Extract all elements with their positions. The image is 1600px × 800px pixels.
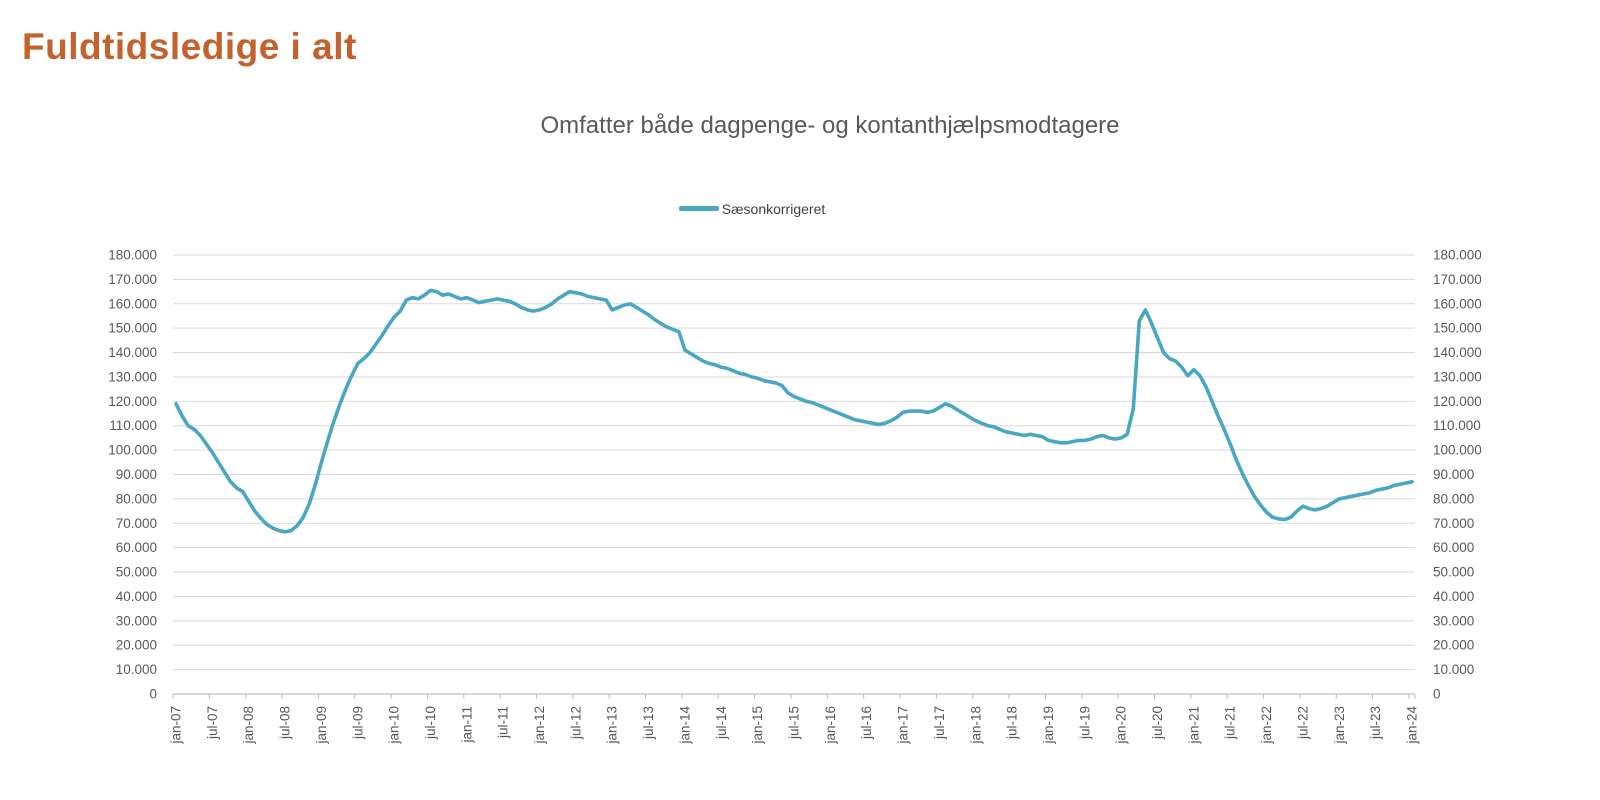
x-axis-label: jul-21: [1223, 706, 1238, 740]
y-axis-label-left: 20.000: [116, 638, 157, 653]
y-axis-label-right: 0: [1433, 687, 1441, 702]
y-axis-label-left: 100.000: [108, 443, 157, 458]
y-axis-label-left: 90.000: [116, 467, 157, 482]
x-axis-label: jul-15: [787, 706, 802, 740]
y-axis-label-left: 150.000: [108, 321, 157, 336]
x-axis-label: jul-22: [1295, 706, 1310, 740]
y-axis-label-right: 70.000: [1433, 516, 1474, 531]
y-axis-label-left: 10.000: [116, 662, 157, 677]
x-axis-label: jan-22: [1259, 706, 1274, 745]
y-axis-label-right: 10.000: [1433, 662, 1474, 677]
chart-legend: Sæsonkorrigeret: [173, 198, 1331, 217]
legend-line-swatch-icon: [678, 206, 719, 211]
y-axis-label-right: 100.000: [1433, 443, 1482, 458]
y-axis-label-left: 0: [149, 687, 157, 702]
x-axis-label: jul-07: [205, 706, 220, 740]
x-axis-label: jan-14: [677, 706, 692, 745]
x-axis-label: jul-09: [350, 706, 365, 740]
x-axis-label: jul-17: [932, 706, 947, 740]
x-axis-label: jan-09: [314, 706, 329, 745]
x-axis-label: jul-08: [278, 706, 293, 740]
y-axis-label-right: 180.000: [1433, 248, 1482, 263]
y-axis-label-left: 130.000: [108, 369, 157, 384]
x-axis-label: jul-20: [1150, 706, 1165, 740]
y-axis-label-right: 50.000: [1433, 565, 1474, 580]
y-axis-label-left: 120.000: [108, 394, 157, 409]
y-axis-label-right: 60.000: [1433, 540, 1474, 555]
x-axis-label: jan-11: [459, 706, 474, 744]
x-axis-label: jul-12: [568, 706, 583, 740]
y-axis-label-right: 120.000: [1433, 394, 1482, 409]
y-axis-label-left: 70.000: [116, 516, 157, 531]
x-axis-label: jan-07: [169, 706, 184, 745]
y-axis-label-right: 20.000: [1433, 638, 1474, 653]
series-line-sæsonkorrigeret: [174, 288, 1414, 534]
x-axis-label: jan-12: [532, 706, 547, 745]
legend-item: Sæsonkorrigeret: [678, 200, 826, 217]
x-axis-label: jan-23: [1332, 706, 1347, 745]
y-axis-label-right: 40.000: [1433, 589, 1474, 604]
x-axis-label: jan-10: [387, 706, 402, 745]
legend-label: Sæsonkorrigeret: [721, 200, 826, 217]
y-axis-label-right: 150.000: [1433, 321, 1482, 336]
y-axis-label-right: 130.000: [1433, 369, 1482, 384]
y-axis-label-right: 90.000: [1433, 467, 1474, 482]
x-axis-label: jan-24: [1404, 706, 1419, 745]
x-axis-label: jan-15: [750, 706, 765, 745]
x-axis-label: jan-21: [1186, 706, 1201, 745]
y-axis-label-right: 110.000: [1433, 418, 1481, 433]
x-axis-label: jul-16: [859, 706, 874, 740]
y-axis-label-left: 160.000: [108, 296, 157, 311]
y-axis-label-right: 170.000: [1433, 272, 1482, 287]
x-axis-label: jul-18: [1005, 706, 1020, 740]
y-axis-label-left: 170.000: [108, 272, 157, 287]
x-axis-label: jan-13: [605, 706, 620, 745]
y-axis-label-right: 160.000: [1433, 296, 1482, 311]
y-axis-label-left: 30.000: [116, 613, 157, 628]
x-axis-label: jan-19: [1041, 706, 1056, 745]
x-axis-label: jul-19: [1077, 706, 1092, 740]
x-axis-label: jan-20: [1114, 706, 1129, 745]
y-axis-label-right: 140.000: [1433, 345, 1482, 360]
x-axis-label: jul-11: [496, 706, 511, 739]
y-axis-label-right: 80.000: [1433, 491, 1474, 506]
y-axis-label-left: 110.000: [109, 418, 157, 433]
y-axis-label-left: 180.000: [108, 248, 157, 263]
y-axis-label-left: 60.000: [116, 540, 157, 555]
page-title: Fuldtidsledige i alt: [22, 26, 357, 67]
y-axis-label-left: 50.000: [116, 565, 157, 580]
x-axis-label: jan-08: [241, 706, 256, 745]
y-axis-label-right: 30.000: [1433, 613, 1474, 628]
y-axis-label-left: 40.000: [116, 589, 157, 604]
x-axis-label: jul-10: [423, 706, 438, 740]
x-axis-label: jan-18: [968, 706, 983, 745]
x-axis-label: jan-17: [896, 706, 911, 745]
x-axis-label: jul-14: [714, 706, 729, 741]
x-axis-label: jul-13: [641, 706, 656, 740]
x-axis-label: jan-16: [823, 706, 838, 745]
x-axis-label: jul-23: [1368, 706, 1383, 740]
chart-title: Omfatter både dagpenge- og kontanthjælps…: [540, 112, 1120, 139]
y-axis-label-left: 140.000: [108, 345, 157, 360]
y-axis-label-left: 80.000: [116, 491, 157, 506]
